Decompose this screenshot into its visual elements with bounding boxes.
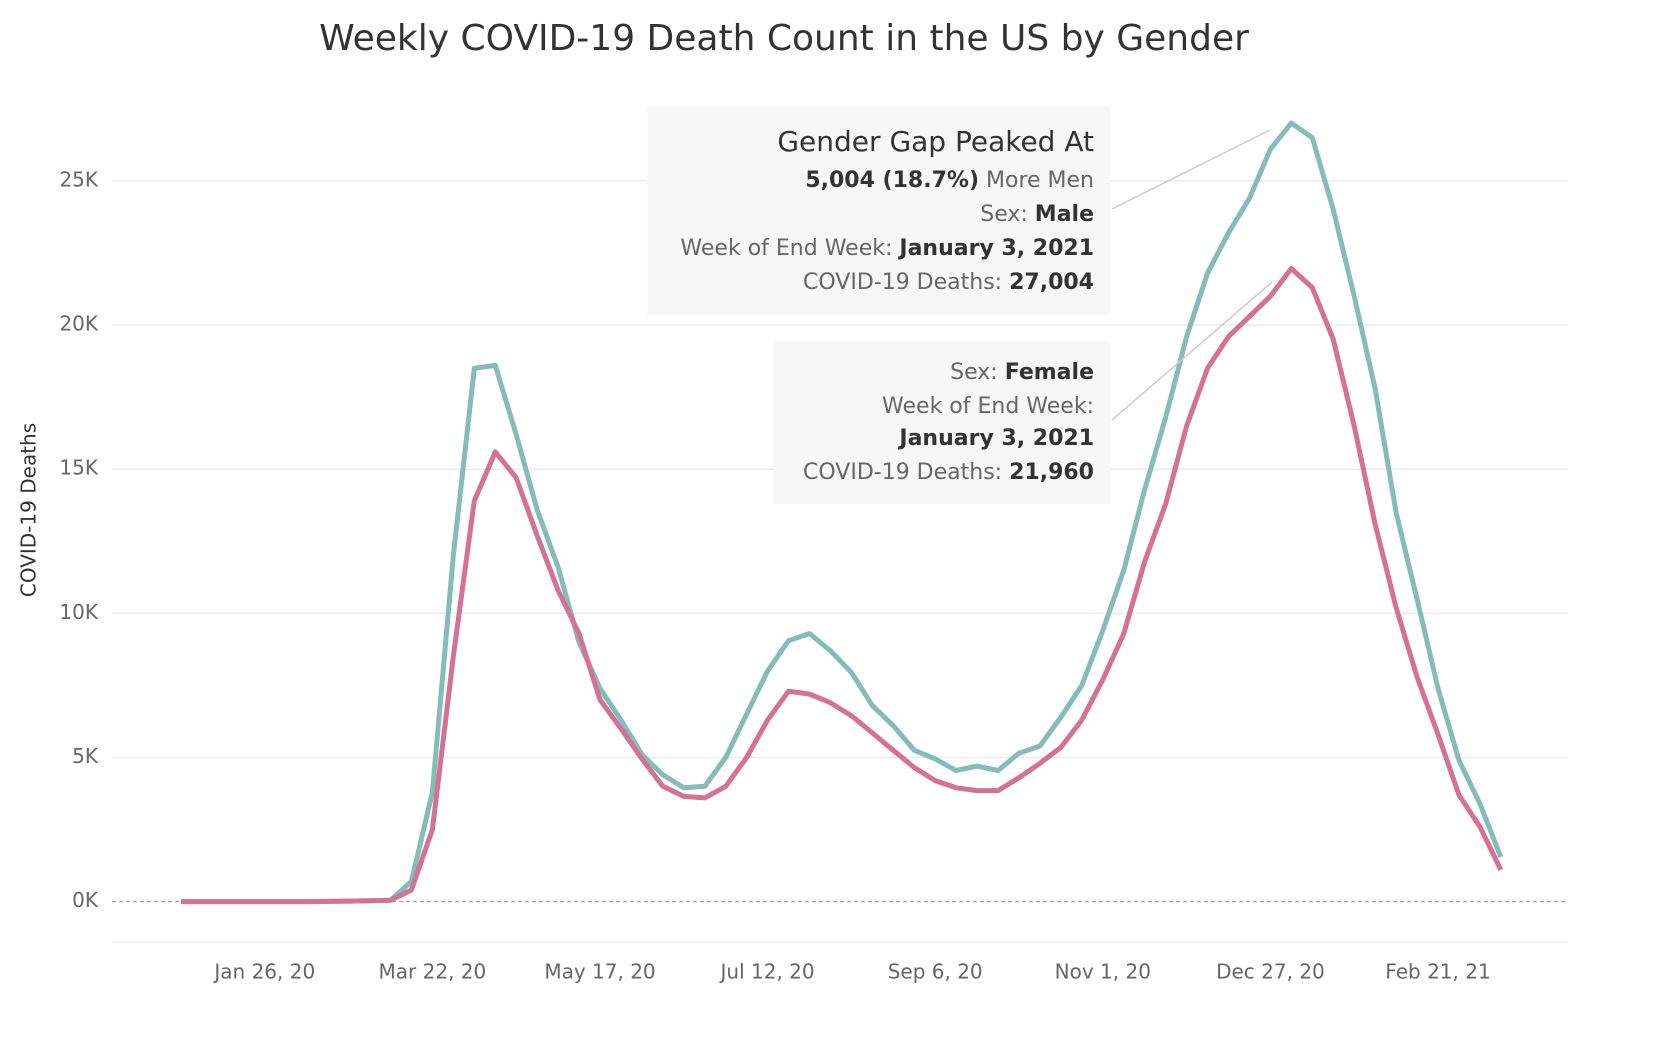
y-tick-label: 15K [59, 456, 98, 480]
tooltip-line: Sex: Male [980, 202, 1094, 227]
tooltip-text: January 3, 2021 [897, 426, 1094, 451]
tooltip-text: Male [1035, 202, 1094, 227]
y-tick-label: 20K [59, 312, 98, 336]
x-tick-label: Sep 6, 20 [888, 960, 983, 984]
tooltip-box [773, 341, 1110, 504]
plot-area: 0K 5K 10K 15K 20K 25K Jan 26, 20 Mar 22, 20 May … [59, 120, 1568, 984]
tooltip-text: January 3, 2021 [897, 236, 1094, 261]
tooltip-text: Week of End Week: [882, 394, 1094, 419]
x-tick-label: Feb 21, 21 [1385, 960, 1490, 984]
tooltip-line: Week of End Week: January 3, 2021 [680, 236, 1094, 261]
y-tick-label: 0K [72, 888, 99, 912]
tooltip-title: Gender Gap Peaked At [777, 125, 1094, 158]
callout-line [1111, 281, 1273, 421]
tooltip-line: Sex: Female [950, 360, 1094, 385]
tooltip-text: More Men [986, 168, 1094, 193]
series-line [181, 120, 1504, 905]
tooltip-line: Week of End Week: [882, 394, 1094, 419]
x-tick-label: May 17, 20 [544, 960, 655, 984]
tooltip-text: Sex: [980, 202, 1028, 227]
tooltip-text: COVID-19 Deaths: [803, 460, 1002, 485]
tooltip-line: COVID-19 Deaths: 21,960 [803, 460, 1094, 485]
x-tick-label: Jul 12, 20 [719, 960, 815, 984]
y-tick-label: 10K [59, 600, 98, 624]
tooltip-text: COVID-19 Deaths: [803, 270, 1002, 295]
tooltip-text: 5,004 (18.7%) [805, 168, 979, 193]
tooltip-line: COVID-19 Deaths: 27,004 [803, 270, 1094, 295]
tooltip-text: 21,960 [1009, 460, 1094, 485]
x-tick-label: Nov 1, 20 [1055, 960, 1151, 984]
callout-line [1111, 129, 1271, 210]
tooltip-box [647, 106, 1110, 315]
tooltips: Gender Gap Peaked At 5,004 (18.7%) More Me… [647, 106, 1273, 504]
chart-title: Weekly COVID-19 Death Count in the US by… [319, 18, 1249, 59]
y-tick-label: 25K [59, 167, 98, 191]
y-axis-label: COVID-19 Deaths [17, 423, 41, 597]
x-tick-label: Dec 27, 20 [1216, 960, 1325, 984]
x-tick-label: Jan 26, 20 [212, 960, 315, 984]
tooltip-text: Week of End Week: [680, 236, 892, 261]
tooltip-text: Female [1005, 360, 1094, 385]
x-tick-label: Mar 22, 20 [379, 960, 487, 984]
tooltip-text: 27,004 [1009, 270, 1094, 295]
tooltip-line: 5,004 (18.7%) More Men [805, 168, 1094, 193]
tooltip-text: Sex: [950, 360, 998, 385]
y-tick-label: 5K [72, 744, 99, 768]
series-line [181, 266, 1504, 905]
tooltip-line: January 3, 2021 [897, 426, 1094, 451]
